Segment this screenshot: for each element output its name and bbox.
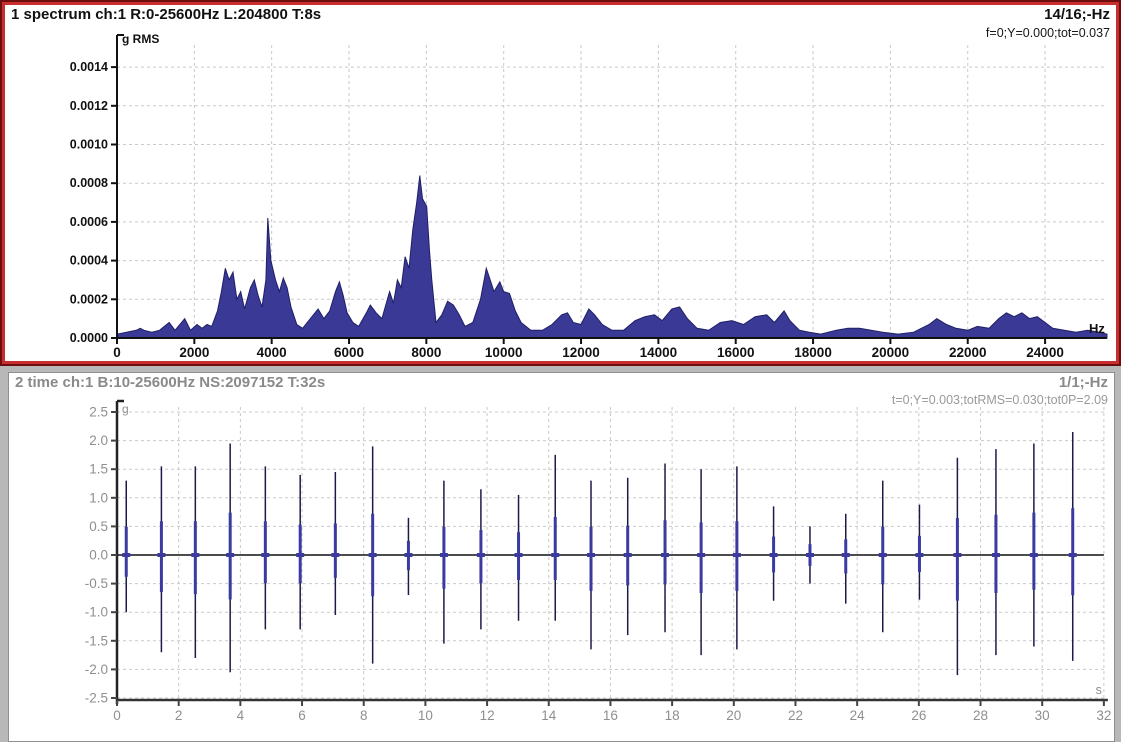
time-y-tick-label: -0.5: [85, 576, 108, 591]
time-y-tick-label: 1.0: [89, 490, 108, 505]
spectrum-trace: [116, 175, 1108, 339]
spectrum-plot[interactable]: 0.0000 0.0002 0.0004 0.0006 0.0008 0.0010 0.00…: [5, 5, 1116, 361]
time-x-tick-label: 4: [237, 708, 245, 723]
spectrum-x-tick-label: 6000: [334, 345, 364, 360]
spectrum-y-tick-label: 0.0008: [70, 176, 108, 190]
time-y-tick-label: 2.5: [89, 405, 108, 420]
spectrum-x-tick-label: 18000: [794, 345, 832, 360]
time-y-unit-label: g: [122, 402, 129, 416]
spectrum-axes: 0.0000 0.0002 0.0004 0.0006 0.0008 0.0010 0.00…: [70, 34, 1107, 360]
time-y-tick-label: 1.5: [89, 462, 108, 477]
time-x-tick-label: 18: [665, 708, 680, 723]
time-title-row: 2 time ch:1 B:10-25600Hz NS:2097152 T:32…: [15, 374, 1108, 393]
time-cursor-readout: t=0;Y=0.003;totRMS=0.030;tot0P=2.09: [891, 393, 1108, 407]
time-y-tick-label: 0.0: [89, 548, 108, 563]
spectrum-pane-border: 1 spectrum ch:1 R:0-25600Hz L:204800 T:8…: [2, 2, 1119, 364]
spectrum-x-tick-label: 8000: [411, 345, 441, 360]
spectrum-x-unit-label: Hz: [1089, 321, 1105, 336]
spectrum-x-tick-label: 2000: [179, 345, 209, 360]
time-x-unit-label: s: [1096, 683, 1102, 697]
spectrum-x-tick-label: 22000: [949, 345, 987, 360]
time-x-tick-label: 2: [175, 708, 183, 723]
time-x-tick-label: 22: [788, 708, 803, 723]
time-x-tick-label: 6: [298, 708, 306, 723]
time-title: 2 time ch:1 B:10-25600Hz NS:2097152 T:32…: [15, 374, 326, 391]
time-y-tick-label: -2.0: [85, 662, 108, 677]
spectrum-x-tick-label: 14000: [640, 345, 678, 360]
spectrum-x-tick-label: 0: [113, 345, 121, 360]
time-x-tick-label: 26: [911, 708, 926, 723]
time-page-indicator[interactable]: 1/1;-Hz: [1058, 374, 1108, 391]
time-x-tick-label: 20: [726, 708, 741, 723]
spectrum-cursor-readout: f=0;Y=0.000;tot=0.037: [985, 26, 1110, 40]
time-x-tick-label: 28: [973, 708, 988, 723]
spectrum-y-tick-label: 0.0010: [70, 138, 108, 152]
time-x-tick-label: 32: [1096, 708, 1111, 723]
time-y-tick-label: -2.5: [85, 691, 108, 706]
spectrum-title: 1 spectrum ch:1 R:0-25600Hz L:204800 T:8…: [11, 6, 322, 23]
time-x-tick-label: 14: [541, 708, 557, 723]
time-pane[interactable]: 2 time ch:1 B:10-25600Hz NS:2097152 T:32…: [8, 372, 1115, 742]
spectrum-page-indicator[interactable]: 14/16;-Hz: [1044, 6, 1110, 23]
spectrum-x-tick-label: 16000: [717, 345, 755, 360]
spectrum-title-row: 1 spectrum ch:1 R:0-25600Hz L:204800 T:8…: [11, 6, 1110, 25]
spectrum-y-tick-label: 0.0000: [70, 331, 108, 345]
spectrum-pane[interactable]: 1 spectrum ch:1 R:0-25600Hz L:204800 T:8…: [0, 0, 1121, 366]
time-x-tick-label: 8: [360, 708, 368, 723]
spectrum-x-tick-label: 4000: [257, 345, 287, 360]
time-y-tick-label: 2.0: [89, 433, 108, 448]
spectrum-x-tick-label: 20000: [872, 345, 910, 360]
spectrum-y-tick-label: 0.0012: [70, 99, 108, 113]
time-plot[interactable]: -2.5 -2.0 -1.5 -1.0 -0.5 0.0 0.5 1.0 1.5 2.0 2.5 0 2…: [9, 373, 1114, 741]
time-grid: [117, 407, 1105, 700]
time-x-tick-label: 16: [603, 708, 618, 723]
time-x-tick-label: 24: [850, 708, 866, 723]
time-x-tick-label: 10: [418, 708, 433, 723]
spectrum-x-tick-label: 24000: [1026, 345, 1064, 360]
time-x-tick-label: 0: [113, 708, 121, 723]
spectrum-y-tick-label: 0.0004: [70, 254, 108, 268]
spectrum-y-unit-label: g RMS: [122, 32, 159, 46]
time-y-tick-label: -1.0: [85, 605, 108, 620]
spectrum-x-tick-label: 10000: [485, 345, 523, 360]
time-y-tick-label: 0.5: [89, 519, 108, 534]
time-axes: -2.5 -2.0 -1.5 -1.0 -0.5 0.0 0.5 1.0 1.5 2.0 2.5 0 2…: [85, 399, 1111, 723]
spectrum-x-tick-label: 12000: [562, 345, 600, 360]
time-y-tick-label: -1.5: [85, 633, 108, 648]
time-x-tick-label: 12: [480, 708, 495, 723]
time-trace: [122, 432, 1077, 676]
time-x-tick-label: 30: [1035, 708, 1050, 723]
spectrum-y-tick-label: 0.0006: [70, 215, 108, 229]
spectrum-y-tick-label: 0.0002: [70, 292, 108, 306]
spectrum-y-tick-label: 0.0014: [70, 60, 108, 74]
